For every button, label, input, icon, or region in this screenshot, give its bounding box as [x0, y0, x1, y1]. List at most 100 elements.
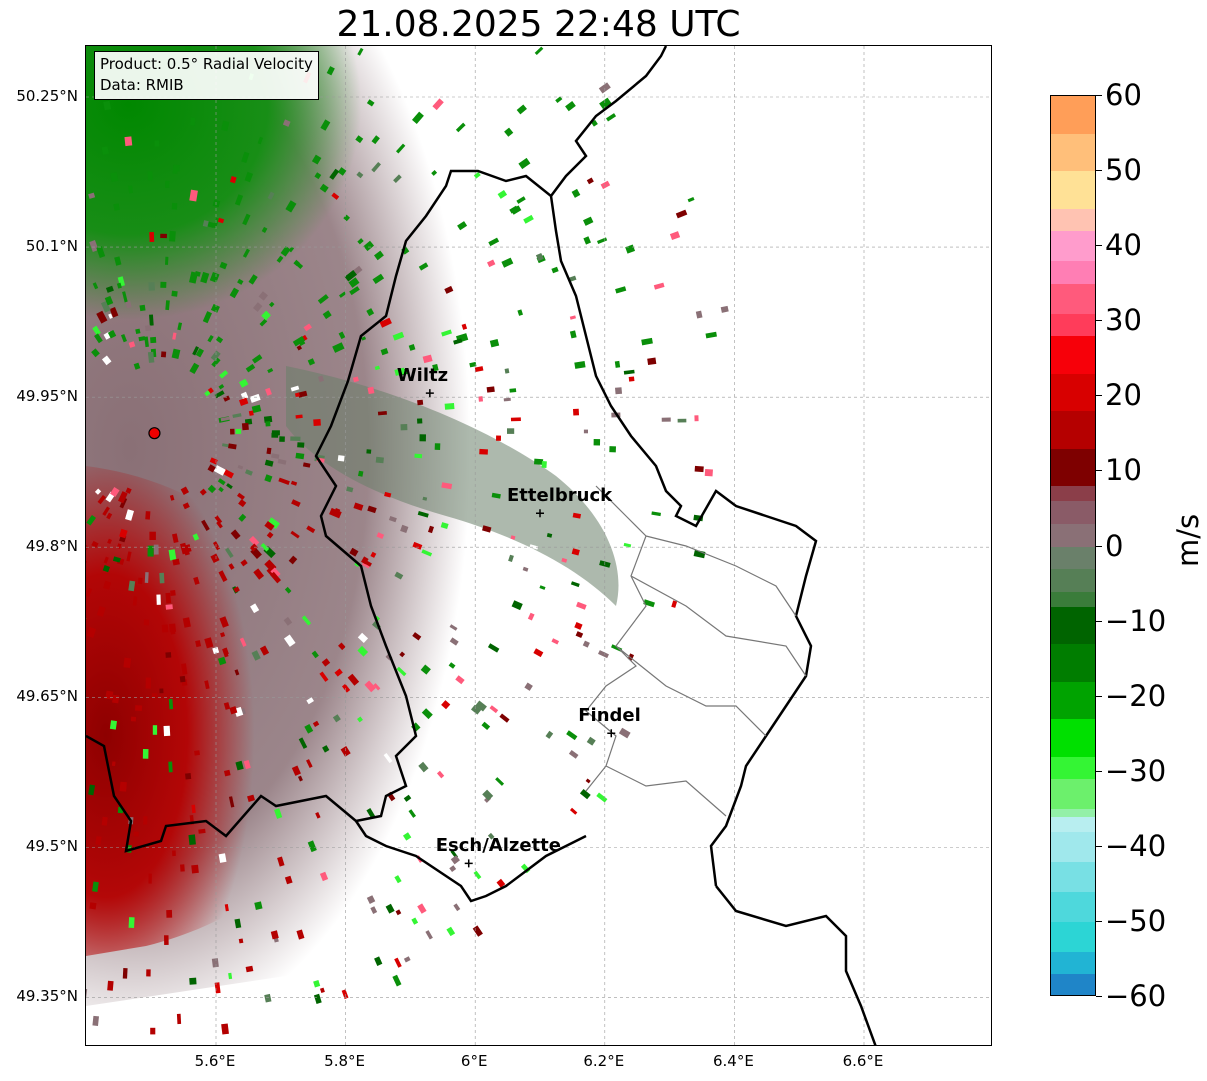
radar-gate	[504, 127, 514, 137]
radar-gate	[101, 816, 108, 826]
radar-gate	[376, 532, 385, 539]
colorbar-tick	[1096, 245, 1102, 247]
radar-gate	[606, 113, 617, 122]
borders	[86, 46, 877, 1045]
radar-gate	[204, 680, 210, 690]
radar-gate	[523, 214, 534, 224]
radar-gate	[421, 708, 433, 720]
radar-gate	[147, 351, 155, 363]
radar-gate	[583, 236, 591, 245]
radar-gate	[160, 233, 167, 239]
radar-gate	[211, 357, 221, 368]
radar-gate	[148, 282, 155, 291]
radar-gate	[128, 341, 136, 348]
colorbar-tick	[1096, 695, 1102, 697]
radar-gate	[212, 646, 220, 655]
radar-gate	[317, 294, 329, 305]
radar-gate	[109, 720, 117, 730]
radar-gate	[217, 217, 225, 224]
radar-gate	[312, 720, 320, 727]
radar-gate	[527, 612, 535, 621]
radar-gate	[290, 530, 300, 539]
radar-gate	[574, 622, 583, 630]
radar-gate	[89, 240, 99, 252]
colorbar-tick-label: 20	[1105, 378, 1142, 413]
radar-gate	[569, 275, 577, 282]
radar-gate	[695, 310, 703, 319]
radar-gate	[295, 261, 304, 270]
radar-gate	[250, 603, 260, 614]
radar-gate	[135, 705, 143, 711]
radar-gate	[276, 255, 284, 263]
radar-gate	[572, 408, 580, 416]
radar-gate	[370, 551, 377, 558]
radar-map[interactable]	[85, 45, 992, 1046]
radar-gate	[522, 590, 529, 597]
lon-tick-label: 5.6°E	[194, 1052, 236, 1070]
radar-gate	[179, 675, 186, 683]
radar-gate	[725, 338, 736, 344]
radar-gate	[408, 344, 416, 351]
radar-gate	[240, 391, 249, 400]
radar-gate	[301, 615, 312, 626]
city-label: Wiltz	[396, 365, 449, 387]
radar-gate	[210, 303, 220, 313]
radar-gate	[568, 749, 579, 759]
radar-gate	[213, 217, 219, 229]
radar-gate	[449, 624, 458, 631]
outbound-velocity-area	[86, 466, 334, 956]
radar-gate	[267, 367, 274, 374]
radar-gate	[223, 769, 231, 777]
radar-gate	[279, 436, 285, 442]
radar-gate	[135, 328, 141, 335]
radar-gate	[92, 325, 101, 336]
radar-gate	[320, 119, 331, 131]
radar-gate	[322, 745, 330, 753]
radar-gate	[103, 556, 109, 564]
colorbar-segment	[1051, 861, 1095, 893]
colorbar-segment	[1051, 606, 1095, 645]
radar-gate	[353, 502, 364, 511]
radar-gate	[417, 511, 429, 518]
radar-gate	[341, 683, 351, 693]
lat-tick-label: 49.65°N	[16, 687, 78, 706]
radar-gate	[472, 925, 483, 937]
radar-gate	[265, 387, 272, 396]
radar-gate	[207, 484, 217, 494]
radar-gate	[171, 348, 181, 360]
radar-gate	[96, 310, 108, 324]
colorbar-tick	[1096, 770, 1102, 772]
radar-gate	[245, 965, 254, 973]
radar-gate	[194, 750, 200, 756]
radar-gate	[455, 675, 465, 685]
radar-gate	[270, 571, 282, 584]
radar-gate	[242, 213, 251, 226]
radar-gate	[282, 119, 291, 127]
radar-gate	[615, 286, 627, 294]
colorbar-tick-label: −40	[1105, 828, 1167, 863]
radar-gate	[461, 323, 468, 330]
radar-gate	[534, 458, 544, 465]
radar-gate	[339, 291, 347, 298]
lon-tick-label: 6.2°E	[583, 1052, 625, 1070]
radar-gate	[182, 502, 190, 510]
radar-gate	[91, 540, 99, 548]
radar-gate	[394, 957, 402, 968]
radar-gate	[371, 161, 381, 173]
radar-gate	[264, 993, 272, 1003]
radar-gate	[284, 875, 293, 885]
radar-gate	[125, 487, 132, 494]
radar-gate	[421, 549, 433, 557]
radar-gate	[399, 651, 406, 658]
radar-gate	[144, 572, 149, 583]
lat-tick-label: 49.35°N	[16, 987, 78, 1006]
radar-gate	[269, 301, 275, 308]
radar-gate	[111, 761, 116, 767]
radar-gate	[228, 972, 233, 980]
radar-gate	[114, 256, 122, 266]
radar-gate	[143, 619, 150, 626]
colorbar-segment	[1051, 569, 1095, 593]
radar-gate	[249, 543, 258, 552]
colorbar-tick	[1096, 545, 1102, 547]
radar-gate	[181, 663, 188, 675]
